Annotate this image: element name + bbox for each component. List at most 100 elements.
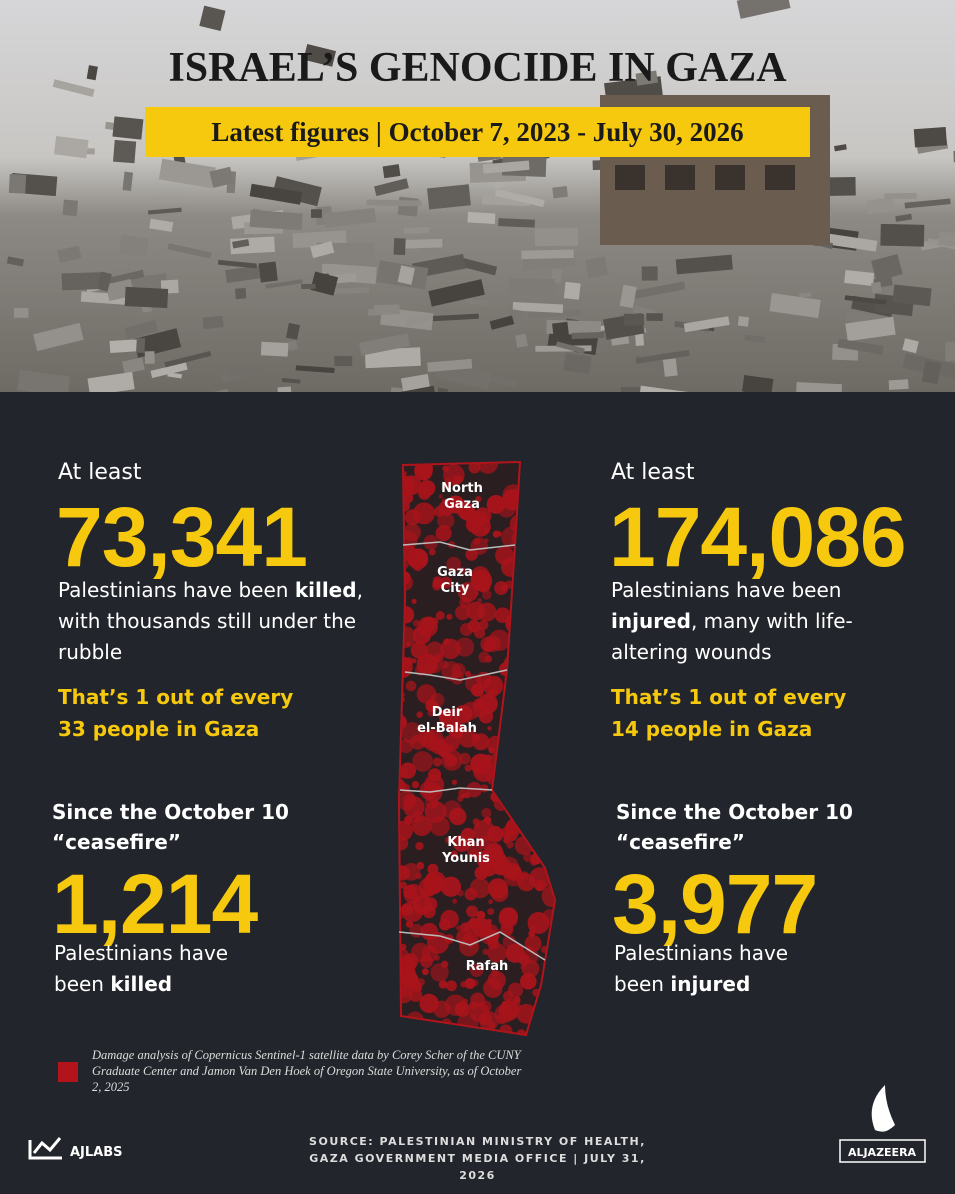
rubble: [938, 231, 955, 248]
damage: [476, 910, 486, 920]
damage: [444, 753, 458, 767]
damage: [484, 754, 492, 763]
damage: [525, 749, 546, 771]
rubble: [427, 184, 471, 210]
damage: [510, 747, 522, 758]
damage: [511, 530, 528, 547]
damage: [456, 889, 464, 897]
damage: [412, 619, 421, 627]
damage: [469, 849, 480, 860]
damage: [498, 1000, 519, 1022]
rubble: [737, 316, 750, 327]
damage: [400, 1025, 416, 1035]
rubble: [329, 287, 370, 295]
rubble: [149, 218, 174, 232]
legend-swatch: [58, 1062, 78, 1082]
damage: [454, 1001, 470, 1017]
map-label: Khan Younis: [441, 835, 490, 866]
damage: [536, 771, 543, 778]
damage: [544, 554, 555, 574]
damage: [421, 968, 429, 976]
damage: [446, 495, 465, 514]
text: Palestinians have been injured, many wit…: [611, 575, 871, 668]
ratio: That’s 1 out of every 33 people in Gaza: [58, 685, 294, 741]
damage: [441, 960, 449, 969]
damage: [550, 959, 555, 972]
map-label: Deir el-Balah: [417, 705, 477, 736]
damage: [460, 793, 466, 799]
damage: [484, 538, 489, 543]
rubble: [112, 116, 144, 140]
rubble: [277, 386, 293, 392]
rubble: [87, 371, 135, 392]
rubble: [17, 369, 71, 392]
damage: [401, 722, 423, 744]
damage: [444, 477, 452, 485]
damage: [507, 982, 524, 998]
damage: [497, 768, 518, 789]
rubble: [635, 349, 690, 364]
damage: [544, 976, 555, 986]
rubble: [334, 355, 353, 367]
damage: [412, 751, 433, 772]
damage: [473, 760, 495, 782]
damage: [532, 1016, 540, 1024]
rubble: [494, 189, 545, 208]
damage: [418, 1028, 434, 1035]
damage: [496, 531, 502, 537]
damage: [412, 625, 432, 645]
damage: [508, 703, 518, 713]
rubble: [272, 176, 322, 207]
damage: [500, 768, 520, 787]
text-bold: injured: [670, 972, 751, 996]
damage: [528, 930, 536, 938]
rubble: [323, 207, 377, 228]
logo: ALJAZEERA: [848, 1146, 917, 1159]
damage: [443, 638, 451, 646]
damage: [423, 873, 444, 895]
damage: [549, 665, 555, 672]
damage: [477, 693, 498, 714]
damage: [400, 783, 411, 794]
rubble: [742, 374, 774, 392]
damage: [528, 626, 543, 641]
damage: [505, 759, 517, 771]
damage: [491, 847, 500, 856]
rubble: [295, 365, 335, 374]
damage: [522, 622, 540, 641]
damage: [465, 548, 478, 561]
damage: [455, 475, 464, 483]
text-part: , many with life-altering wounds: [611, 609, 853, 664]
damage: [423, 897, 438, 912]
damage: [399, 836, 409, 851]
rubble: [844, 295, 887, 305]
damage: [487, 726, 492, 731]
damage: [509, 784, 515, 791]
damage: [535, 543, 549, 558]
damage: [506, 841, 514, 849]
rubble: [122, 171, 134, 191]
damage: [508, 706, 518, 716]
figure: 174,086: [609, 490, 907, 584]
damage: [432, 757, 443, 767]
damage: [399, 639, 403, 647]
rubble: [209, 166, 234, 188]
rubble: [563, 352, 592, 375]
damage: [440, 576, 453, 589]
damage: [440, 660, 449, 669]
damage: [441, 498, 447, 504]
rubble: [552, 185, 569, 199]
damage: [399, 474, 411, 494]
damage: [419, 480, 436, 497]
figure: 1,214: [52, 857, 258, 951]
damage: [483, 816, 492, 825]
damage: [542, 601, 555, 622]
rubble: [555, 341, 585, 354]
damage: [517, 682, 523, 688]
rubble: [124, 319, 159, 340]
damage: [540, 798, 547, 804]
rubble: [902, 338, 919, 354]
rubble: [888, 379, 909, 390]
damage: [505, 795, 524, 814]
rubble: [286, 322, 301, 340]
